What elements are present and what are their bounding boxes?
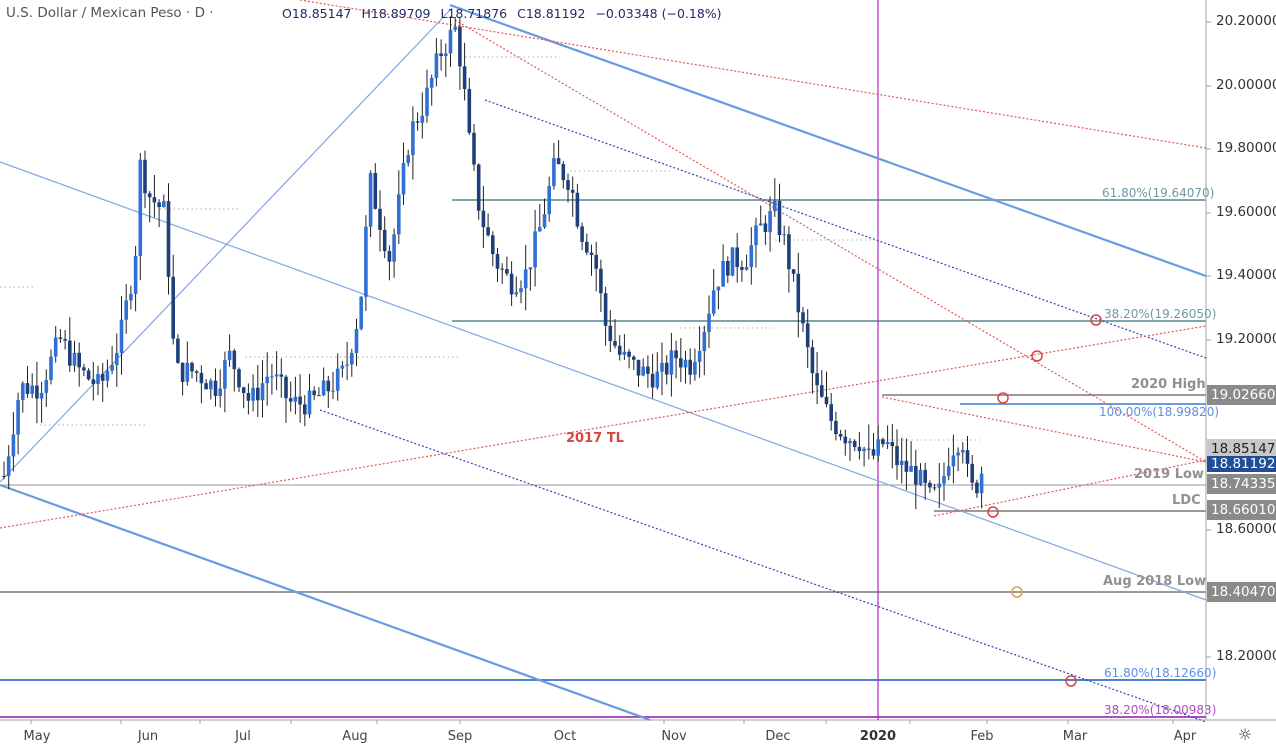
fib-100-label: 100.00%(18.99820) [1099,405,1220,419]
channel-lower-line[interactable] [0,483,651,722]
price-tag-2019-low: 18.74335 [1207,474,1276,494]
fib-382-upper-label: 38.20%(19.26050) [1104,307,1217,321]
price-tag-open: 18.85147 [1207,439,1276,459]
y-axis-ticks [1206,21,1211,658]
candlestick-series[interactable] [2,16,984,510]
x-tick-label: May [23,729,51,744]
channel-upper-line[interactable] [449,3,1207,278]
high-value: H18.89709 [361,6,431,21]
target-circle-markers [987,314,1102,687]
fib-618-upper-label: 61.80%(19.64070) [1102,186,1215,200]
x-axis-ticks [30,720,1174,724]
y-tick-label: 18.20000 [1216,648,1276,664]
y-tick-label: 20.20000 [1216,13,1276,29]
x-tick-label: Jul [235,729,251,744]
price-tag-aug-2018-low: 18.40470 [1207,582,1276,602]
x-tick-label: Oct [553,729,577,744]
circle-marker-icon [987,506,999,518]
level-aug-2018-low-label: Aug 2018 Low [1103,574,1207,589]
price-tag-ldc: 18.66010 [1207,500,1276,520]
trendline-2017-label: 2017 TL [566,431,624,446]
fib-382-lower-label: 38.20%(18.00983) [1104,703,1217,717]
y-tick-label: 19.80000 [1216,140,1276,156]
x-tick-label: Dec [765,729,791,744]
level-ldc-label: LDC [1172,493,1201,508]
circle-marker-orange-icon [1011,586,1023,598]
open-value: O18.85147 [282,6,352,21]
ohlc-readout: O18.85147 H18.89709 L18.71876 C18.81192 … [282,6,728,21]
y-tick-label: 18.60000 [1216,521,1276,537]
rising-support-line[interactable] [0,7,453,483]
x-tick-label: Aug [342,729,368,744]
change-value: −0.03348 (−0.18%) [595,6,722,21]
y-tick-label: 19.20000 [1216,331,1276,347]
circle-marker-icon [997,392,1009,404]
fib-618-lower-label: 61.80%(18.12660) [1104,666,1217,680]
close-value: C18.81192 [517,6,586,21]
x-tick-label: Jun [137,729,159,744]
circle-marker-icon [1090,314,1102,326]
chart-header: U.S. Dollar / Mexican Peso · D · O18.851… [6,5,722,21]
y-tick-label: 19.60000 [1216,204,1276,220]
level-2019-low-label: 2019 Low [1134,467,1204,482]
dotted-navy-lower-line[interactable] [319,409,1207,723]
y-tick-label: 19.40000 [1216,267,1276,283]
x-tick-label: Sep [447,729,473,744]
x-tick-label: Nov [661,729,687,744]
x-tick-label: Apr [1173,729,1197,744]
price-tag-last: 18.81192 [1207,456,1276,472]
x-tick-label: Feb [970,729,994,744]
trendline-red-2020-high[interactable] [881,396,1207,463]
low-value: L18.71876 [440,6,508,21]
level-2020-high-label: 2020 High [1131,377,1206,392]
symbol-title[interactable]: U.S. Dollar / Mexican Peso · D · [6,5,214,21]
x-tick-label: 2020 [859,729,897,744]
trendline-red-steep[interactable] [454,19,1207,463]
price-tag-2020-high: 19.02660 [1207,385,1276,405]
dotted-navy-upper-line[interactable] [484,99,1207,359]
x-tick-label: Mar [1062,729,1088,744]
y-tick-label: 20.00000 [1216,77,1276,93]
circle-marker-icon [1065,675,1077,687]
settings-gear-icon[interactable]: ☼ [1237,725,1253,744]
channel-middle-line[interactable] [0,161,1207,601]
reference-dotted-segments [0,56,980,441]
circle-marker-icon [1031,350,1043,362]
